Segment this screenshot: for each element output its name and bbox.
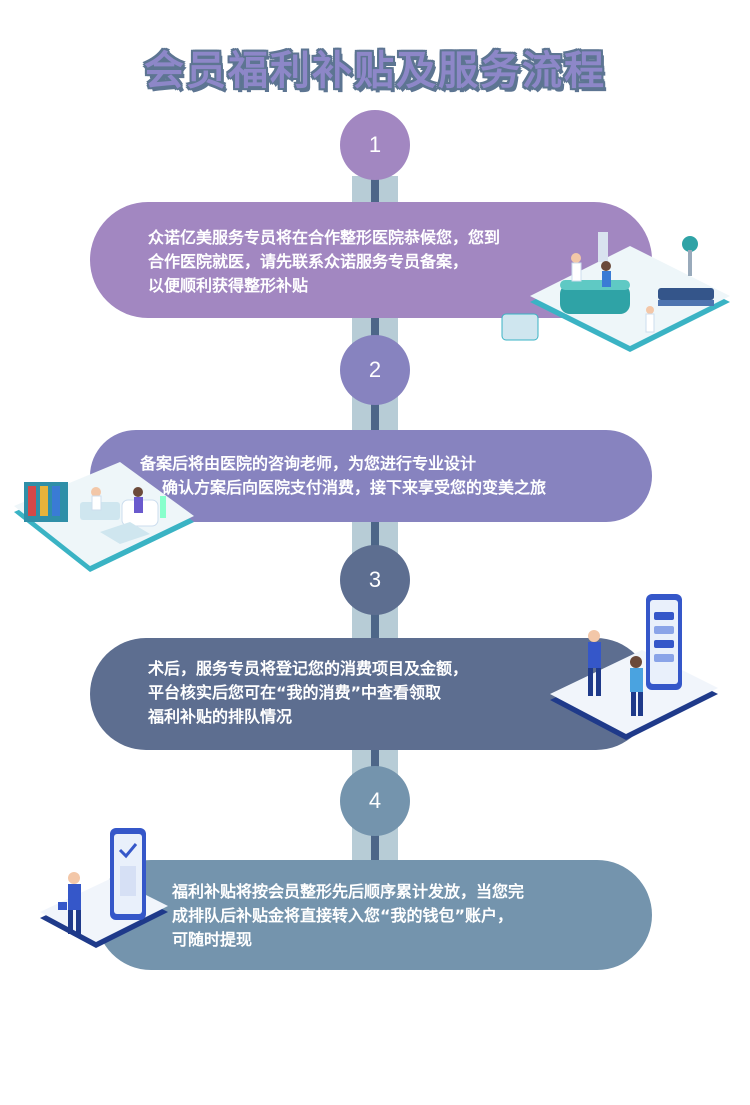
step-3-text-line: 福利补贴的排队情况 (148, 707, 293, 726)
phone-people-illustration (550, 594, 718, 740)
step-2-text-line: 确认方案后向医院支付消费，接下来享受您的变美之旅 (162, 478, 547, 497)
step-3-number: 3 (340, 545, 410, 615)
step-4-number: 4 (340, 766, 410, 836)
step-1-text-line: 众诺亿美服务专员将在合作整形医院恭候您，您到 (148, 228, 501, 247)
step-1-number: 1 (340, 110, 410, 180)
timeline-rail-center (371, 176, 379, 888)
step-3-text-line: 平台核实后您可在“我的消费”中查看领取 (148, 683, 442, 702)
step-4-text-line: 成排队后补贴金将直接转入您“我的钱包”账户， (172, 906, 514, 925)
step-2-card: 备案后将由医院的咨询老师，为您进行专业设计 确认方案后向医院支付消费，接下来享受… (90, 430, 652, 522)
step-1-text-line: 合作医院就医，请先联系众诺服务专员备案， (148, 252, 469, 271)
step-4-card: 福利补贴将按会员整形先后顺序累计发放，当您完 成排队后补贴金将直接转入您“我的钱… (96, 860, 652, 970)
step-1-text-line: 以便顺利获得整形补贴 (148, 276, 309, 295)
hospital-reception-illustration (501, 232, 730, 352)
step-4-text-line: 可随时提现 (172, 930, 253, 949)
consultation-room-illustration (14, 462, 194, 572)
step-3-text-line: 术后，服务专员将登记您的消费项目及金额， (148, 659, 469, 678)
wallet-phone-illustration (40, 828, 168, 948)
step-2-text-line: 备案后将由医院的咨询老师，为您进行专业设计 (140, 454, 477, 473)
step-4-text-line: 福利补贴将按会员整形先后顺序累计发放，当您完 (172, 882, 525, 901)
step-2-number: 2 (340, 335, 410, 405)
page-title: 会员福利补贴及服务流程 (144, 48, 606, 94)
